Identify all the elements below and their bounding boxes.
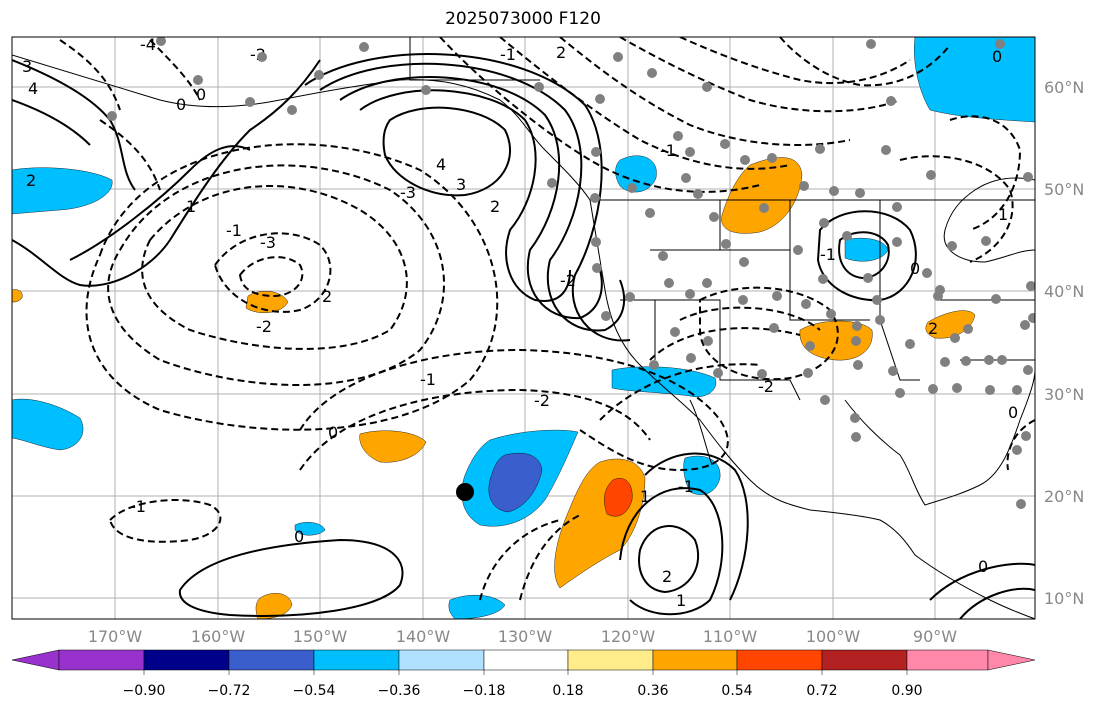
contour-label: -1: [130, 497, 146, 516]
contour-label: -1: [820, 245, 836, 264]
lat-label: 50°N: [1044, 180, 1085, 199]
contour-label: 0: [978, 557, 988, 576]
colorbar-bin: [228, 649, 315, 671]
contour-label: -3: [400, 183, 416, 202]
colorbar-tick-label: 0.54: [721, 683, 753, 699]
negative-contours: [59, 37, 1035, 601]
positive-contours: [12, 53, 1035, 619]
contour-label: 0: [294, 527, 304, 546]
contour-label: 1: [186, 197, 196, 216]
map-title: 2025073000 F120: [445, 9, 601, 29]
lon-label: 150°W: [292, 627, 348, 646]
lat-label: 60°N: [1044, 78, 1085, 97]
contour-label: 0: [992, 47, 1002, 66]
contour-labels: 3 4 0 2 1 -1 -2 -3 -4 4 3 2 -2 -1 0 -3 2…: [22, 35, 1018, 610]
contour-label: 0: [910, 259, 920, 278]
colorbar-bin: [313, 649, 400, 671]
lon-label: 90°W: [912, 627, 958, 646]
storm-center-marker: [456, 483, 474, 501]
lat-label: 40°N: [1044, 282, 1085, 301]
contour-label: 4: [28, 79, 38, 98]
colorbar-tick-label: −0.54: [292, 683, 336, 699]
colorbar-bin: [143, 649, 230, 671]
colorbar-bin: [652, 649, 738, 671]
contour-label: -2: [256, 317, 272, 336]
colorbar: [11, 649, 1036, 675]
contour-label: 1: [640, 487, 650, 506]
colorbar-extend-high: [987, 649, 1036, 671]
colorbar-tick-label: −0.72: [207, 683, 251, 699]
lon-label: 100°W: [805, 627, 861, 646]
lat-label: 10°N: [1044, 589, 1085, 608]
contour-label: -2: [534, 391, 550, 410]
contour-label: 2: [322, 287, 332, 306]
colorbar-tick-label: 0.90: [891, 683, 923, 699]
contour-label: 0: [1008, 403, 1018, 422]
colorbar-tick-label: −0.36: [377, 683, 421, 699]
contour-label: 3: [22, 57, 32, 76]
contour-label: -3: [260, 233, 276, 252]
colorbar-bin: [398, 649, 485, 671]
contour-label: 4: [436, 155, 446, 174]
contour-label: 2: [556, 43, 566, 62]
contour-label: -2: [560, 271, 576, 290]
colorbar-bin: [736, 649, 823, 671]
contour-label: -1: [226, 221, 242, 240]
contour-label: 1: [676, 591, 686, 610]
colorbar-extend-low: [11, 649, 60, 671]
contour-label: -1: [500, 45, 516, 64]
map-frame: [11, 36, 1036, 620]
lon-label: 110°W: [702, 627, 758, 646]
station-markers: [107, 37, 1035, 509]
contour-label: 0: [196, 85, 206, 104]
lon-label: 140°W: [395, 627, 451, 646]
lon-label: 170°W: [87, 627, 143, 646]
contour-label: -1: [660, 141, 676, 160]
negative-anomaly-shading: [12, 37, 1035, 619]
lat-label: 30°N: [1044, 385, 1085, 404]
colorbar-bin: [483, 649, 569, 671]
contour-label: 2: [928, 319, 938, 338]
colorbar-tick-label: 0.36: [637, 683, 669, 699]
contour-label: 1: [998, 205, 1008, 224]
lon-label: 160°W: [190, 627, 246, 646]
lat-label: 20°N: [1044, 487, 1085, 506]
lon-label: 130°W: [497, 627, 553, 646]
lon-label: 120°W: [600, 627, 656, 646]
contour-label: -2: [758, 377, 774, 396]
colorbar-tick-label: −0.18: [462, 683, 506, 699]
colorbar-tick-label: 0.72: [806, 683, 838, 699]
colorbar-tick-label: 0.18: [552, 683, 584, 699]
contour-label: 2: [26, 171, 36, 190]
contour-label: -1: [678, 477, 694, 496]
contour-label: -4: [140, 35, 156, 54]
colorbar-tick-label: −0.90: [122, 683, 166, 699]
contour-label: 2: [490, 197, 500, 216]
contour-label: -1: [420, 370, 436, 389]
contour-label: 3: [456, 175, 466, 194]
contour-label: 0: [328, 423, 338, 442]
contour-label: 2: [662, 567, 672, 586]
colorbar-bin: [567, 649, 654, 671]
contour-label: 0: [176, 95, 186, 114]
colorbar-bin: [58, 649, 145, 671]
colorbar-bin: [906, 649, 989, 671]
colorbar-bin: [821, 649, 908, 671]
